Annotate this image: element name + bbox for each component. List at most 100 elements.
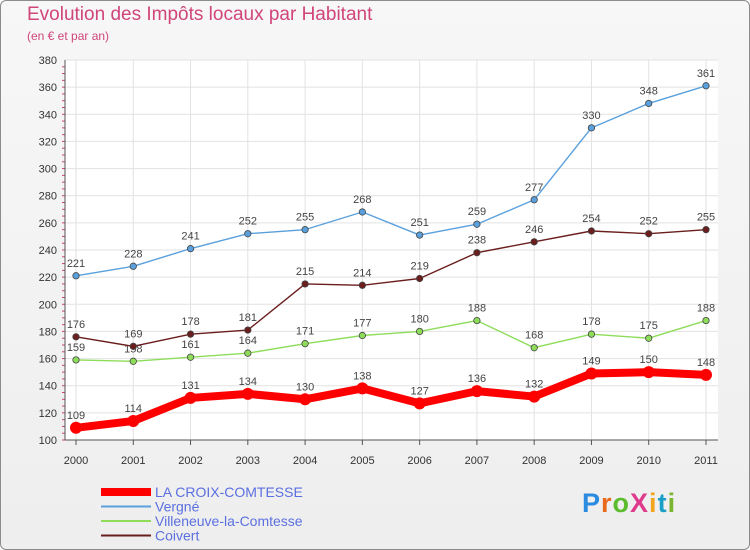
data-label: 159 xyxy=(67,342,85,354)
data-label: 246 xyxy=(525,224,543,236)
data-point xyxy=(127,415,140,427)
y-tick-label: 300 xyxy=(39,164,57,176)
series-coivert: 176 169 178 181 215 214 219 238 246 254 252 255 xyxy=(67,212,715,350)
data-point xyxy=(413,397,426,410)
data-label: 171 xyxy=(296,326,314,338)
data-point xyxy=(241,387,254,400)
data-point xyxy=(301,340,309,348)
data-label: 114 xyxy=(124,403,142,415)
data-label: 169 xyxy=(124,328,142,340)
data-point xyxy=(358,331,366,340)
data-point xyxy=(645,99,653,108)
data-point xyxy=(587,227,596,235)
data-point xyxy=(702,226,710,234)
data-point xyxy=(299,393,312,406)
data-point xyxy=(416,274,424,283)
data-label: 136 xyxy=(468,373,486,385)
data-point xyxy=(129,342,137,350)
data-point xyxy=(186,353,195,361)
legend-label: Coivert xyxy=(155,528,199,544)
x-tick-label: 2010 xyxy=(636,455,660,467)
data-label: 251 xyxy=(410,217,428,229)
legend: LA CROIX-COMTESSEVergnéVilleneuve-la-Com… xyxy=(101,484,303,544)
data-point xyxy=(530,238,538,246)
data-label: 215 xyxy=(296,266,314,278)
x-tick-label: 2008 xyxy=(522,455,546,467)
legend-label: Vergné xyxy=(155,499,200,515)
y-tick-label: 380 xyxy=(39,55,57,67)
x-tick-label: 2001 xyxy=(121,455,145,467)
data-label: 168 xyxy=(525,330,543,342)
data-point xyxy=(186,330,195,338)
x-tick-label: 2011 xyxy=(694,455,718,467)
x-tick-label: 2005 xyxy=(350,455,374,467)
data-point xyxy=(244,326,252,334)
data-point xyxy=(358,281,366,289)
data-label: 132 xyxy=(525,379,543,391)
x-tick-label: 2000 xyxy=(64,455,88,467)
chart-title: Evolution des Impôts locaux par Habitant xyxy=(27,4,373,25)
y-tick-label: 180 xyxy=(39,326,57,338)
data-label: 361 xyxy=(697,68,715,80)
data-point xyxy=(702,316,710,325)
y-tick-label: 340 xyxy=(39,109,57,121)
data-label: 181 xyxy=(239,312,257,324)
data-point xyxy=(700,368,712,381)
data-label: 109 xyxy=(67,410,85,422)
logo-letter: X xyxy=(630,488,650,518)
data-label: 188 xyxy=(697,303,715,315)
data-label: 214 xyxy=(353,267,371,279)
data-label: 221 xyxy=(67,258,85,270)
y-tick-label: 100 xyxy=(39,435,57,447)
axes: 100 120 140 160 180 200 220 240 260 280 300 320 340 3… xyxy=(39,55,718,467)
data-label: 180 xyxy=(410,313,428,325)
y-tick-label: 320 xyxy=(39,136,57,148)
data-label: 131 xyxy=(181,380,199,392)
data-point xyxy=(356,382,369,395)
data-label: 330 xyxy=(582,110,600,122)
data-point xyxy=(129,262,137,270)
data-label: 148 xyxy=(697,357,715,369)
data-point xyxy=(530,196,538,204)
series-line xyxy=(75,228,707,348)
data-point xyxy=(645,334,653,342)
x-tick-label: 2007 xyxy=(465,455,489,467)
data-point xyxy=(587,330,596,338)
series-line xyxy=(75,85,707,277)
series-line xyxy=(72,368,710,432)
x-tick-label: 2004 xyxy=(293,455,317,467)
series-line xyxy=(75,319,707,362)
data-point xyxy=(72,333,80,341)
data-label: 130 xyxy=(296,381,314,393)
data-label: 188 xyxy=(468,303,486,315)
data-label: 252 xyxy=(239,216,257,228)
data-point xyxy=(70,421,82,434)
data-label: 127 xyxy=(410,385,428,397)
data-point xyxy=(473,316,481,325)
chart-subtitle: (en € et par an) xyxy=(27,29,110,43)
logo-letter: i xyxy=(667,488,677,518)
data-point xyxy=(587,124,596,132)
y-tick-label: 280 xyxy=(39,191,57,203)
data-point xyxy=(301,226,309,234)
data-label: 254 xyxy=(582,213,600,225)
data-label: 138 xyxy=(353,370,371,382)
y-tick-label: 220 xyxy=(39,272,57,284)
data-label: 134 xyxy=(239,376,257,388)
data-label: 178 xyxy=(582,316,600,328)
data-label: 149 xyxy=(582,356,600,368)
data-point xyxy=(642,366,655,379)
data-label: 164 xyxy=(239,335,257,347)
x-tick-label: 2002 xyxy=(178,455,202,467)
data-point xyxy=(184,391,197,404)
data-label: 238 xyxy=(468,235,486,247)
series-villeneuve-la-comtesse: 159158161164171177180188168178175188 xyxy=(67,303,715,365)
data-point xyxy=(585,367,598,380)
proxiti-logo: ProXiti xyxy=(582,488,676,519)
data-label: 161 xyxy=(181,339,199,351)
data-label: 241 xyxy=(181,231,199,243)
data-label: 255 xyxy=(697,212,715,224)
data-label: 228 xyxy=(124,248,142,260)
